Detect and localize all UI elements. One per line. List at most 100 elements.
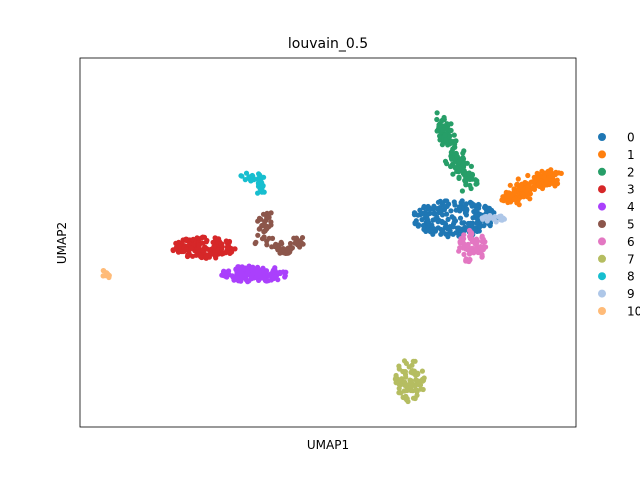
legend-label: 1 — [627, 148, 635, 162]
point-cluster-3 — [180, 248, 186, 255]
point-cluster-10 — [106, 274, 112, 281]
point-cluster-2 — [464, 160, 470, 166]
point-cluster-8 — [255, 190, 261, 196]
point-cluster-1 — [536, 180, 542, 186]
point-cluster-4 — [236, 264, 242, 270]
cluster-5-points — [252, 210, 306, 256]
legend-label: 4 — [627, 200, 635, 214]
y-axis-label: UMAP2 — [55, 222, 69, 264]
point-cluster-0 — [445, 233, 451, 239]
point-cluster-1 — [531, 183, 537, 189]
point-cluster-3 — [203, 253, 209, 259]
legend-label: 10 — [627, 305, 640, 319]
point-cluster-9 — [492, 214, 498, 220]
point-cluster-4 — [237, 275, 243, 281]
point-cluster-0 — [453, 207, 459, 213]
point-cluster-0 — [436, 209, 442, 215]
point-cluster-0 — [463, 202, 469, 208]
point-cluster-3 — [197, 253, 204, 260]
point-cluster-3 — [213, 255, 219, 261]
point-cluster-0 — [451, 199, 457, 205]
legend-label: 2 — [627, 165, 635, 179]
point-cluster-4 — [273, 269, 279, 275]
point-cluster-0 — [462, 210, 468, 216]
point-cluster-1 — [521, 194, 527, 200]
legend-label: 3 — [627, 183, 635, 197]
cluster-4-points — [219, 263, 289, 285]
point-cluster-8 — [243, 170, 250, 176]
legend-item-3: 3 — [598, 183, 635, 197]
point-cluster-1 — [531, 174, 537, 180]
point-cluster-2 — [462, 177, 468, 184]
point-cluster-7 — [402, 379, 408, 385]
point-cluster-4 — [245, 265, 251, 271]
point-cluster-9 — [483, 213, 489, 220]
point-cluster-4 — [257, 271, 263, 277]
point-cluster-2 — [452, 141, 458, 147]
point-cluster-0 — [445, 216, 451, 222]
legend-marker — [598, 202, 606, 211]
point-cluster-0 — [473, 212, 479, 218]
legend-marker — [598, 237, 606, 246]
point-cluster-2 — [447, 128, 453, 134]
cluster-8-points — [238, 170, 267, 196]
point-cluster-1 — [547, 170, 553, 176]
legend-item-1: 1 — [598, 148, 635, 162]
point-cluster-0 — [461, 220, 467, 226]
point-cluster-0 — [444, 211, 450, 217]
point-cluster-7 — [406, 364, 412, 370]
point-cluster-6 — [461, 251, 467, 257]
point-cluster-8 — [239, 173, 245, 179]
point-cluster-5 — [299, 235, 306, 241]
cluster-10-points — [100, 268, 112, 281]
legend: 0 1 2 3 4 5 6 7 8 9 10 — [598, 131, 640, 319]
point-cluster-0 — [423, 228, 429, 234]
point-cluster-6 — [469, 239, 475, 245]
point-cluster-4 — [238, 270, 244, 276]
point-cluster-5 — [264, 214, 270, 220]
point-cluster-0 — [457, 215, 464, 221]
point-cluster-6 — [461, 243, 467, 249]
point-cluster-9 — [484, 218, 490, 224]
point-cluster-2 — [468, 163, 474, 169]
point-cluster-6 — [463, 258, 469, 264]
point-cluster-1 — [522, 179, 528, 186]
point-cluster-1 — [507, 182, 513, 188]
point-cluster-7 — [421, 375, 427, 381]
cluster-3-points — [170, 234, 238, 261]
point-cluster-5 — [287, 240, 294, 247]
point-cluster-0 — [435, 225, 441, 231]
point-cluster-0 — [440, 228, 446, 234]
point-cluster-2 — [470, 176, 476, 182]
point-cluster-3 — [224, 244, 230, 250]
point-cluster-2 — [459, 163, 465, 169]
point-cluster-1 — [511, 196, 517, 202]
point-cluster-0 — [477, 223, 483, 230]
legend-marker — [598, 307, 606, 315]
point-cluster-7 — [413, 387, 419, 393]
point-cluster-1 — [543, 177, 549, 183]
point-cluster-0 — [441, 203, 447, 209]
point-cluster-1 — [531, 178, 537, 184]
point-cluster-6 — [473, 236, 480, 242]
point-cluster-8 — [259, 183, 265, 189]
point-cluster-5 — [257, 226, 263, 232]
legend-label: 6 — [627, 235, 635, 249]
point-cluster-0 — [432, 211, 438, 217]
point-cluster-4 — [230, 273, 236, 279]
point-cluster-0 — [426, 220, 432, 226]
legend-item-5: 5 — [598, 218, 635, 232]
point-cluster-1 — [558, 170, 564, 176]
point-cluster-3 — [194, 235, 200, 241]
point-cluster-7 — [408, 383, 414, 389]
legend-item-10: 10 — [598, 305, 640, 319]
point-cluster-4 — [248, 276, 254, 282]
point-cluster-3 — [203, 245, 209, 251]
point-cluster-2 — [456, 168, 462, 174]
point-cluster-1 — [505, 199, 511, 206]
point-cluster-4 — [221, 269, 227, 275]
point-cluster-2 — [439, 142, 445, 148]
point-cluster-0 — [444, 198, 450, 204]
point-cluster-4 — [226, 268, 232, 274]
point-cluster-5 — [277, 250, 283, 256]
